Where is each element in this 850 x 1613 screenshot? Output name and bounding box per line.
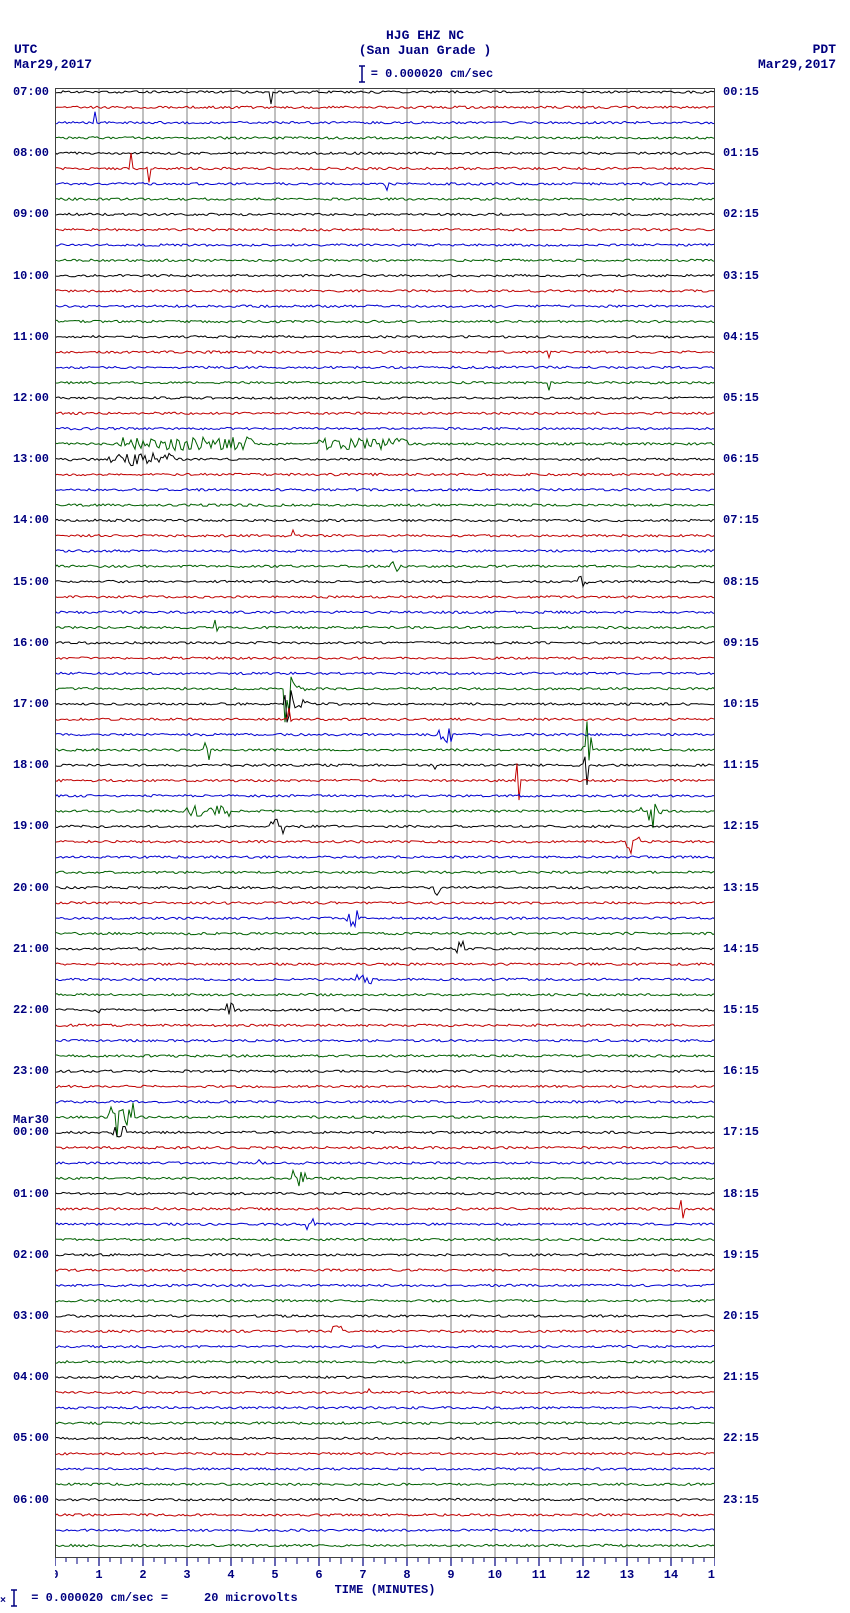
left-time-label: 21:00 bbox=[13, 942, 49, 956]
right-time-label: 07:15 bbox=[723, 513, 759, 527]
svg-text:×: × bbox=[0, 1596, 6, 1607]
left-time-labels: 07:00 08:00 09:00 10:00 11:00 12:00 13:00 14:00… bbox=[0, 88, 52, 1558]
tz-right: PDT Mar29,2017 bbox=[758, 42, 836, 72]
right-time-label: 09:15 bbox=[723, 636, 759, 650]
svg-text:10: 10 bbox=[488, 1568, 502, 1582]
plot-border bbox=[55, 88, 715, 1558]
right-time-label: 01:15 bbox=[723, 146, 759, 160]
seismogram-plot bbox=[55, 88, 715, 1558]
right-time-label: 20:15 bbox=[723, 1309, 759, 1323]
left-time-label: 23:00 bbox=[13, 1064, 49, 1078]
svg-text:2: 2 bbox=[139, 1568, 146, 1582]
svg-text:13: 13 bbox=[620, 1568, 634, 1582]
tz-left-date: Mar29,2017 bbox=[14, 57, 92, 72]
left-time-label: 10:00 bbox=[13, 269, 49, 283]
left-time-label: 22:00 bbox=[13, 1003, 49, 1017]
svg-text:6: 6 bbox=[315, 1568, 322, 1582]
right-time-label: 16:15 bbox=[723, 1064, 759, 1078]
right-time-label: 21:15 bbox=[723, 1370, 759, 1384]
left-time-label: 18:00 bbox=[13, 758, 49, 772]
right-time-label: 12:15 bbox=[723, 819, 759, 833]
right-time-label: 19:15 bbox=[723, 1248, 759, 1262]
right-time-label: 23:15 bbox=[723, 1493, 759, 1507]
header: HJG EHZ NC (San Juan Grade ) bbox=[0, 28, 850, 58]
right-time-label: 13:15 bbox=[723, 881, 759, 895]
left-time-label: 08:00 bbox=[13, 146, 49, 160]
svg-text:7: 7 bbox=[359, 1568, 366, 1582]
svg-text:12: 12 bbox=[576, 1568, 590, 1582]
left-time-label: 01:00 bbox=[13, 1187, 49, 1201]
left-time-label: 20:00 bbox=[13, 881, 49, 895]
right-time-label: 15:15 bbox=[723, 1003, 759, 1017]
svg-text:15: 15 bbox=[708, 1568, 715, 1582]
tz-right-date: Mar29,2017 bbox=[758, 57, 836, 72]
right-time-label: 22:15 bbox=[723, 1431, 759, 1445]
left-time-label: 00:00 bbox=[13, 1125, 49, 1139]
right-time-label: 08:15 bbox=[723, 575, 759, 589]
right-time-label: 17:15 bbox=[723, 1125, 759, 1139]
svg-text:9: 9 bbox=[447, 1568, 454, 1582]
svg-text:11: 11 bbox=[532, 1568, 546, 1582]
right-time-label: 18:15 bbox=[723, 1187, 759, 1201]
left-time-label: 09:00 bbox=[13, 207, 49, 221]
left-time-label: 14:00 bbox=[13, 513, 49, 527]
right-time-label: 02:15 bbox=[723, 207, 759, 221]
right-time-label: 04:15 bbox=[723, 330, 759, 344]
station-line: HJG EHZ NC bbox=[0, 28, 850, 43]
seismogram-page: HJG EHZ NC (San Juan Grade ) = 0.000020 … bbox=[0, 0, 850, 1613]
right-time-label: 14:15 bbox=[723, 942, 759, 956]
left-time-label: 19:00 bbox=[13, 819, 49, 833]
svg-text:4: 4 bbox=[227, 1568, 234, 1582]
left-time-label: 04:00 bbox=[13, 1370, 49, 1384]
svg-text:0: 0 bbox=[55, 1568, 59, 1582]
left-time-label: 07:00 bbox=[13, 85, 49, 99]
left-time-label: 12:00 bbox=[13, 391, 49, 405]
left-time-label: 15:00 bbox=[13, 575, 49, 589]
svg-text:14: 14 bbox=[664, 1568, 678, 1582]
left-time-label: 05:00 bbox=[13, 1431, 49, 1445]
footer-value: 20 microvolts bbox=[204, 1591, 298, 1605]
right-time-label: 11:15 bbox=[723, 758, 759, 772]
scale-legend: = 0.000020 cm/sec bbox=[0, 65, 850, 83]
left-time-label: 06:00 bbox=[13, 1493, 49, 1507]
right-time-labels: 00:15 01:15 02:15 03:15 04:15 05:15 06:15 07:15… bbox=[720, 88, 840, 1558]
left-time-label: 02:00 bbox=[13, 1248, 49, 1262]
right-time-label: 10:15 bbox=[723, 697, 759, 711]
tz-left: UTC Mar29,2017 bbox=[14, 42, 92, 72]
svg-text:3: 3 bbox=[183, 1568, 190, 1582]
footer: × = 0.000020 cm/sec = 20 microvolts bbox=[0, 1589, 298, 1607]
right-time-label: 05:15 bbox=[723, 391, 759, 405]
location-line: (San Juan Grade ) bbox=[0, 43, 850, 58]
left-time-label: 13:00 bbox=[13, 452, 49, 466]
left-time-label: 11:00 bbox=[13, 330, 49, 344]
scale-text: = 0.000020 cm/sec bbox=[371, 67, 493, 81]
tz-right-label: PDT bbox=[758, 42, 836, 57]
right-time-label: 03:15 bbox=[723, 269, 759, 283]
left-time-label: 03:00 bbox=[13, 1309, 49, 1323]
left-time-label: 17:00 bbox=[13, 697, 49, 711]
left-time-label: 16:00 bbox=[13, 636, 49, 650]
svg-text:1: 1 bbox=[95, 1568, 102, 1582]
right-time-label: 00:15 bbox=[723, 85, 759, 99]
right-time-label: 06:15 bbox=[723, 452, 759, 466]
svg-text:5: 5 bbox=[271, 1568, 278, 1582]
svg-text:8: 8 bbox=[403, 1568, 410, 1582]
tz-left-label: UTC bbox=[14, 42, 92, 57]
footer-prefix: = 0.000020 cm/sec = bbox=[31, 1591, 168, 1605]
xaxis-svg: 0123456789101112131415 bbox=[55, 1558, 715, 1583]
